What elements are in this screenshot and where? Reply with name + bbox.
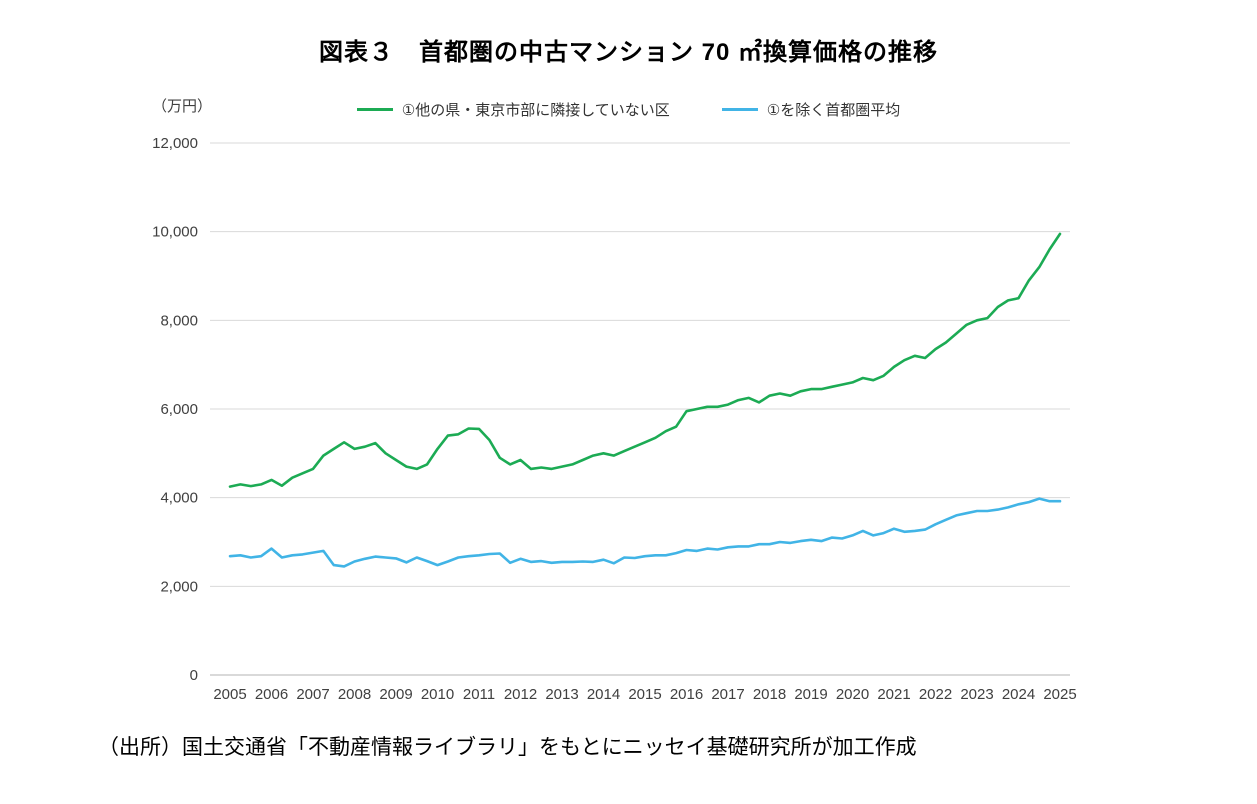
x-tick-label: 2019 xyxy=(794,686,827,703)
x-tick-label: 2008 xyxy=(338,686,371,703)
legend-line-swatch-green xyxy=(356,108,393,111)
x-tick-label: 2023 xyxy=(960,686,993,703)
legend-item-non-adjacent-wards: ①他の県・東京市部に隣接していない区 xyxy=(356,99,670,120)
x-tick-label: 2010 xyxy=(421,686,454,703)
line-chart: 0 2,000 4,000 6,000 8,000 10,000 12,000 2005 200… xyxy=(152,135,1077,703)
x-tick-label: 2025 xyxy=(1043,686,1076,703)
legend-label-non-adjacent-wards: ①他の県・東京市部に隣接していない区 xyxy=(401,102,670,119)
source-note: （出所）国土交通省「不動産情報ライブラリ」をもとにニッセイ基礎研究所が加工作成 xyxy=(98,736,917,759)
x-tick-label: 2022 xyxy=(919,686,952,703)
x-tick-label: 2005 xyxy=(213,686,246,703)
x-tick-label: 2020 xyxy=(836,686,869,703)
x-tick-label: 2011 xyxy=(463,686,495,703)
x-tick-label: 2021 xyxy=(877,686,910,703)
y-tick-label: 10,000 xyxy=(152,224,198,241)
x-tick-label: 2016 xyxy=(670,686,703,703)
series-line-metro-average-excluding-1 xyxy=(228,497,1062,568)
x-tick-label: 2007 xyxy=(296,686,329,703)
series-line-non-adjacent-wards xyxy=(228,232,1062,488)
y-tick-label: 12,000 xyxy=(152,135,198,152)
x-tick-label: 2009 xyxy=(379,686,412,703)
y-tick-label: 0 xyxy=(190,667,198,684)
x-tick-label: 2018 xyxy=(753,686,786,703)
y-tick-label: 8,000 xyxy=(160,312,198,329)
legend-label-metro-average: ①を除く首都圏平均 xyxy=(766,102,901,119)
x-tick-label: 2015 xyxy=(628,686,661,703)
chart-title: 図表３ 首都圏の中古マンション 70 ㎡換算価格の推移 xyxy=(318,39,939,66)
x-tick-label: 2014 xyxy=(587,686,620,703)
y-tick-label: 6,000 xyxy=(160,401,198,418)
legend-line-swatch-blue xyxy=(721,108,758,111)
x-tick-label: 2006 xyxy=(255,686,288,703)
x-tick-label: 2024 xyxy=(1002,686,1035,703)
y-axis-unit-label: （万円） xyxy=(152,98,213,115)
legend: ①他の県・東京市部に隣接していない区 ①を除く首都圏平均 xyxy=(0,99,1257,120)
y-tick-label: 4,000 xyxy=(160,490,198,507)
x-tick-label: 2012 xyxy=(504,686,537,703)
x-tick-label: 2013 xyxy=(545,686,578,703)
y-tick-label: 2,000 xyxy=(160,578,198,595)
legend-item-metro-average: ①を除く首都圏平均 xyxy=(721,99,901,120)
x-tick-label: 2017 xyxy=(711,686,744,703)
